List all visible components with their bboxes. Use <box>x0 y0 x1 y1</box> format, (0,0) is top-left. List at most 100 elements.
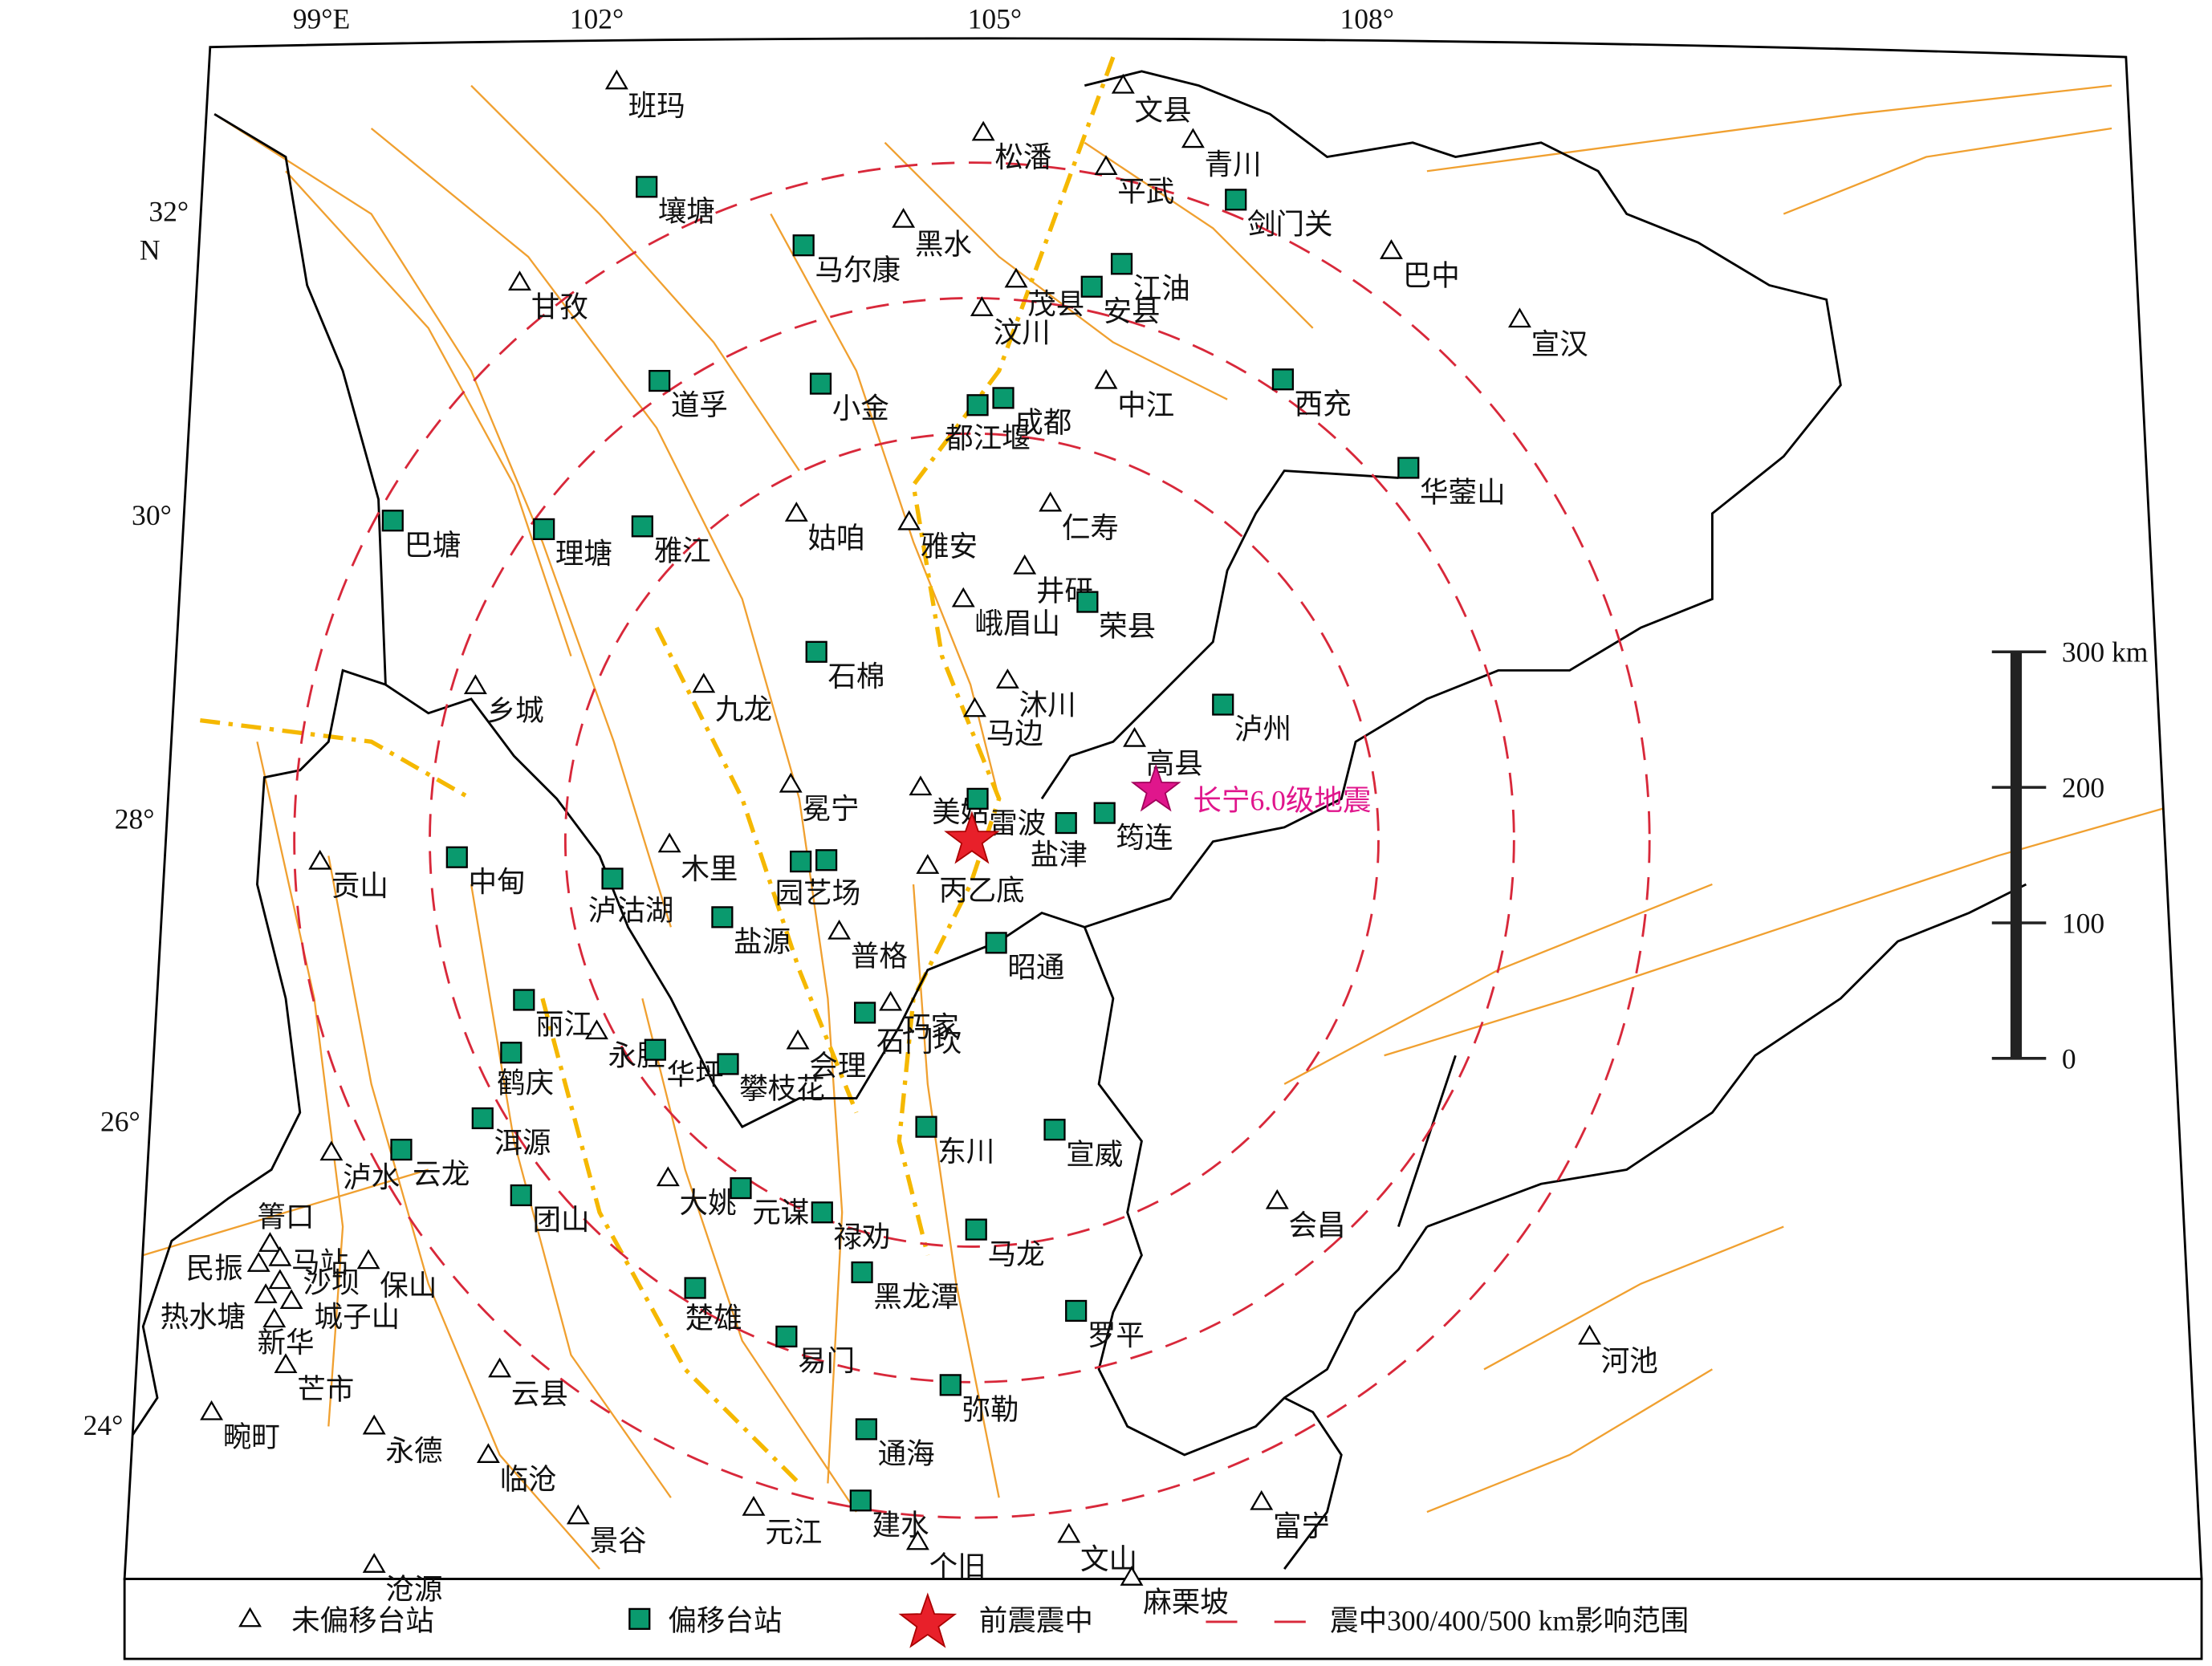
shifted-station <box>510 1184 532 1207</box>
station-label: 马龙 <box>987 1238 1044 1270</box>
station-label: 巴中 <box>1403 259 1460 291</box>
unshifted-station <box>476 1443 500 1463</box>
epicenter-label: 长宁6.0级地震 <box>1193 785 1371 817</box>
station-label: 城子山 <box>315 1301 401 1333</box>
unshifted-station <box>970 296 994 316</box>
station-label: 雷波 <box>989 807 1046 839</box>
scale-tick-label: 0 <box>2062 1042 2076 1075</box>
shifted-station <box>684 1277 706 1299</box>
station-label: 安县 <box>1103 295 1160 327</box>
unshifted-station <box>1250 1489 1274 1510</box>
station-label: 大姚 <box>680 1187 737 1219</box>
shifted-station <box>1225 189 1247 211</box>
unshifted-station <box>274 1353 298 1374</box>
station-label: 文县 <box>1135 94 1192 126</box>
legend-label: 未偏移台站 <box>291 1605 434 1637</box>
station-label: 马边 <box>986 717 1043 750</box>
unshifted-station <box>779 772 803 793</box>
shifted-station <box>644 1038 666 1061</box>
unshifted-station <box>1507 307 1531 328</box>
shifted-station <box>381 510 404 532</box>
unshifted-station <box>1123 726 1147 747</box>
shifted-station <box>966 394 989 416</box>
shifted-station <box>775 1325 798 1348</box>
station-label: 贡山 <box>331 870 388 902</box>
legend-box <box>123 1578 2203 1660</box>
station-label: 黑龙潭 <box>873 1281 959 1313</box>
lat-label: 30° <box>132 499 172 531</box>
unshifted-station <box>827 919 852 940</box>
station-label: 洱源 <box>494 1127 551 1159</box>
station-label: 巧家 <box>902 1011 959 1043</box>
station-label: 荣县 <box>1099 611 1156 643</box>
influence-circle <box>563 432 1380 1248</box>
unshifted-station <box>356 1249 380 1270</box>
station-label: 黑水 <box>915 228 972 260</box>
unshifted-station <box>1004 267 1028 288</box>
shifted-station <box>533 518 555 541</box>
shifted-station <box>500 1042 523 1064</box>
unshifted-station <box>879 990 903 1011</box>
unshifted-station <box>362 1553 386 1573</box>
shifted-station <box>939 1374 962 1396</box>
station-label: 盐津 <box>1031 839 1088 871</box>
foreshock-epicenter <box>944 811 1000 864</box>
shifted-station <box>805 640 827 663</box>
station-label: 马站 <box>291 1246 348 1278</box>
station-label: 通海 <box>878 1438 935 1470</box>
station-label: 宣威 <box>1066 1138 1123 1170</box>
station-label: 华蓥山 <box>1420 477 1506 509</box>
station-label: 永德 <box>385 1435 442 1467</box>
unshifted-station <box>254 1283 278 1303</box>
station-label: 冕宁 <box>802 793 859 825</box>
legend-label: 震中300/400/500 km影响范围 <box>1330 1605 1689 1637</box>
unshifted-station <box>657 832 681 853</box>
shifted-station <box>809 372 832 395</box>
shifted-station <box>1043 1119 1066 1141</box>
station-label: 热水塘 <box>161 1301 246 1333</box>
lon-label: 102° <box>570 3 624 35</box>
stations: 班玛 文县松潘 青川平武黑水巴中甘孜 茂县汶川 宣汉中江姑咱 雅安仁寿井研峨眉山乡城 九龙沐… <box>161 69 1658 1618</box>
unshifted-station <box>308 849 332 870</box>
unshifted-station <box>963 697 986 717</box>
station-label: 文山 <box>1080 1543 1137 1575</box>
station-label: 团山 <box>532 1204 589 1236</box>
station-label: 西充 <box>1295 388 1352 420</box>
shifted-station <box>855 1418 877 1440</box>
unshifted-station <box>916 854 940 874</box>
station-label: 雅安 <box>921 530 978 563</box>
shifted-station <box>717 1053 739 1075</box>
unshifted-station <box>784 502 808 522</box>
station-label: 石棉 <box>827 660 884 693</box>
station-label: 云县 <box>511 1378 568 1410</box>
unshifted-station <box>742 1495 766 1516</box>
station-label: 个旧 <box>929 1550 986 1583</box>
unshifted-station <box>268 1269 292 1290</box>
shifted-station <box>601 868 624 890</box>
lat-label: 28° <box>115 803 155 835</box>
station-label: 中江 <box>1117 389 1174 421</box>
shifted-station <box>851 1261 873 1284</box>
shifted-station <box>1397 457 1420 479</box>
station-label: 弥勒 <box>962 1394 1019 1426</box>
station-label: 巴塘 <box>405 529 462 561</box>
influence-circle <box>293 161 1651 1519</box>
unshifted-station <box>897 510 921 530</box>
station-label: 九龙 <box>715 693 772 725</box>
unshifted-station <box>692 672 716 693</box>
station-label: 攀枝花 <box>739 1073 825 1105</box>
unshifted-station <box>909 775 933 796</box>
lon-label: 108° <box>1340 3 1395 35</box>
shifted-station <box>1076 591 1099 613</box>
shifted-station <box>631 515 653 538</box>
shifted-station <box>985 932 1007 954</box>
changning-epicenter <box>1130 763 1181 812</box>
boundaries <box>128 70 2027 1570</box>
unshifted-station <box>508 270 531 291</box>
station-label: 雅江 <box>654 535 711 567</box>
unshifted-station <box>1013 554 1037 575</box>
legend-square <box>628 1607 651 1630</box>
station-label: 沧源 <box>385 1573 442 1605</box>
shifted-station <box>966 787 989 810</box>
